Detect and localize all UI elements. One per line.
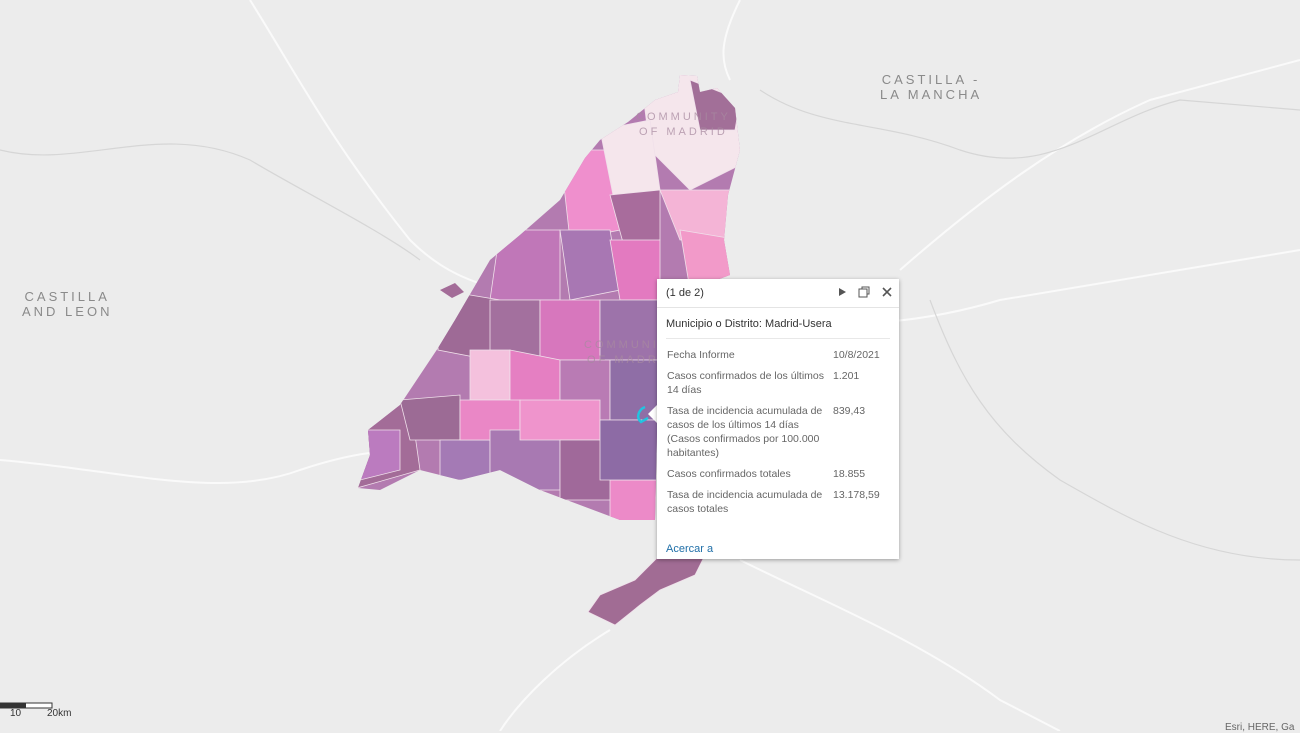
label-line: COMMUNITY xyxy=(636,111,731,123)
popup-pointer xyxy=(648,405,657,423)
popup-header: (1 de 2) xyxy=(657,279,899,308)
attribute-value: 18.855 xyxy=(833,468,866,480)
label-line: OF MADRID xyxy=(639,126,728,138)
label-line: AND LEON xyxy=(22,304,113,319)
attribute-name: Casos confirmados de los últimos 14 días xyxy=(667,370,824,396)
attribution: Esri, HERE, Ga xyxy=(1225,722,1295,733)
zoom-link[interactable]: Acercar a xyxy=(666,543,714,555)
attribute-row: Casos confirmados de los últimos 14 días… xyxy=(665,366,891,401)
label-line: OF MADRID xyxy=(587,354,676,366)
attribute-value: 839,43 xyxy=(833,405,866,417)
dock-button[interactable] xyxy=(857,285,871,299)
attribute-name: Tasa de incidencia acumulada de casos de… xyxy=(667,405,823,459)
scale-label: 20km xyxy=(47,708,72,719)
map-label: CASTILLA - LA MANCHA xyxy=(880,72,982,102)
attribute-value: 1.201 xyxy=(833,370,860,382)
region-borders xyxy=(0,89,1300,561)
attribute-row: Tasa de incidencia acumulada de casos to… xyxy=(665,485,891,520)
label-line: CASTILLA - xyxy=(881,72,981,87)
popup-title: Municipio o Distrito: Madrid-Usera xyxy=(666,318,890,339)
scale-label: 10 xyxy=(10,708,22,719)
label-line: COMMUNITY xyxy=(584,339,679,351)
attribute-name: Casos confirmados totales xyxy=(667,468,791,480)
map-label: COMMUNITY OF MADRID xyxy=(636,110,731,140)
map-label: CASTILLA AND LEON xyxy=(22,289,112,319)
label-line: CASTILLA xyxy=(24,289,110,304)
attribute-row: Tasa de incidencia acumulada de casos de… xyxy=(665,401,891,464)
attribute-row: Fecha Informe 10/8/2021 xyxy=(665,345,891,366)
map-label: COMMUNITY OF MADRID xyxy=(584,338,679,368)
popup-attributes: Fecha Informe 10/8/2021 Casos confirmados … xyxy=(665,345,891,520)
close-button[interactable] xyxy=(880,285,894,299)
scale-bar xyxy=(0,702,53,709)
next-button[interactable] xyxy=(835,285,849,299)
attribute-name: Tasa de incidencia acumulada de casos to… xyxy=(667,489,823,515)
attribute-row: Casos confirmados totales 18.855 xyxy=(665,464,891,485)
popup: (1 de 2) Municipio o Distrito: Madrid-Us… xyxy=(657,279,899,559)
attribute-value: 10/8/2021 xyxy=(833,349,880,361)
attribute-name: Fecha Informe xyxy=(667,349,735,361)
selected-feature xyxy=(636,405,649,424)
label-line: LA MANCHA xyxy=(880,87,983,102)
popup-counter: (1 de 2) xyxy=(666,287,704,299)
southern-strip xyxy=(587,554,706,626)
attribute-value: 13.178,59 xyxy=(833,489,880,501)
northwest-fragment xyxy=(440,283,464,298)
